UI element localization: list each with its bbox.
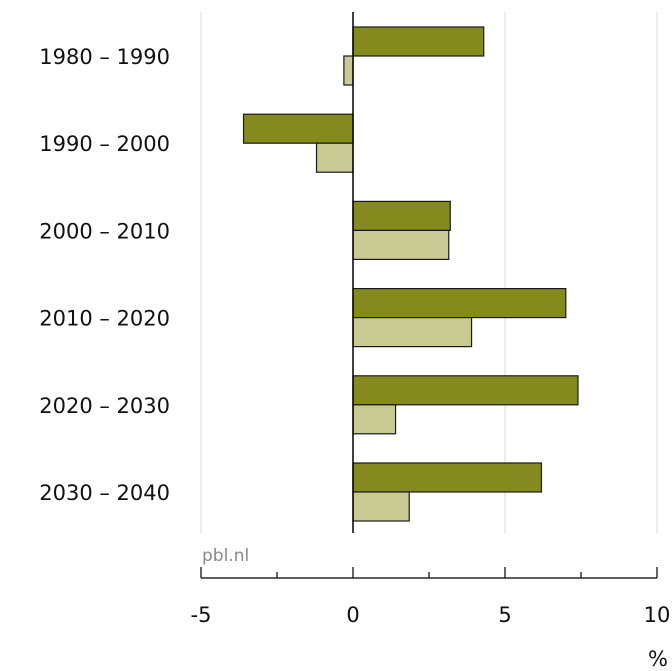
x-axis: -5 0 5 10 (191, 567, 671, 627)
category-label: 2020 – 2030 (39, 394, 170, 418)
bar (352, 462, 543, 493)
x-tick-label: -5 (191, 603, 212, 627)
bar (242, 113, 354, 144)
category-label: 1990 – 2000 (39, 132, 170, 156)
x-tick-label: 5 (498, 603, 511, 627)
x-tick-label: 0 (346, 603, 359, 627)
x-axis-unit-label: % (648, 647, 668, 671)
bar (352, 200, 451, 231)
bars (242, 26, 579, 522)
category-label: 2010 – 2020 (39, 307, 170, 331)
bar (352, 375, 579, 406)
bar (352, 491, 410, 522)
gridlines (200, 12, 658, 533)
source-label: pbl.nl (202, 546, 249, 566)
bar (343, 55, 354, 86)
category-label: 1980 – 1990 (39, 45, 170, 69)
category-labels: 1980 – 1990 1990 – 2000 2000 – 2010 2010 – … (39, 45, 170, 505)
bar (352, 26, 485, 57)
x-tick-label: 10 (644, 603, 671, 627)
bar (352, 229, 450, 260)
bar (352, 404, 397, 435)
category-label: 2030 – 2040 (39, 481, 170, 505)
bar (352, 288, 567, 319)
bar (352, 317, 473, 348)
category-label: 2000 – 2010 (39, 219, 170, 243)
bar (315, 142, 354, 173)
